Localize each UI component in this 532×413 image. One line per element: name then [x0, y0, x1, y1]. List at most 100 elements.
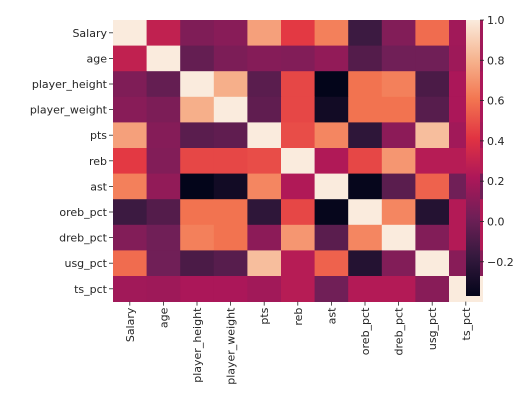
y-tick-label-ast: ast: [90, 180, 107, 193]
heatmap-cell-pts-ast: [314, 122, 349, 149]
heatmap-cell-usg_pct-player_height: [180, 250, 215, 277]
heatmap-cell-dreb_pct-oreb_pct: [348, 224, 383, 251]
heatmap-cell-player_height-reb: [281, 71, 315, 98]
colorbar: [466, 20, 480, 296]
colorbar-tick-label: −0.2: [487, 256, 514, 269]
y-tick-label-oreb_pct: oreb_pct: [59, 206, 107, 219]
heatmap-cell-reb-dreb_pct: [381, 148, 416, 174]
heatmap-cell-ts_pct-reb: [281, 276, 315, 302]
x-tick-labels: Salary age player_height player_weight pts re…: [124, 301, 473, 385]
heatmap-cell-reb-usg_pct: [415, 148, 450, 174]
heatmap-cell-player_height-player_height: [180, 71, 215, 98]
heatmap-cells: [113, 20, 483, 302]
colorbar-tick-label: 0.6: [487, 95, 505, 108]
heatmap-cell-Salary-pts: [247, 20, 282, 46]
heatmap-cell-dreb_pct-player_weight: [213, 224, 248, 251]
y-tick-label-player_height: player_height: [32, 78, 108, 91]
x-tick-label-reb: reb: [292, 308, 305, 326]
heatmap-cell-ast-pts: [247, 173, 282, 200]
heatmap-cell-player_weight-usg_pct: [415, 96, 450, 123]
heatmap-cell-oreb_pct-dreb_pct: [381, 199, 416, 226]
heatmap-cell-pts-dreb_pct: [381, 122, 416, 149]
heatmap-cell-usg_pct-reb: [281, 250, 315, 277]
y-tick-label-ts_pct: ts_pct: [74, 283, 108, 296]
heatmap-cell-age-reb: [281, 45, 315, 72]
heatmap-cell-pts-pts: [247, 122, 282, 149]
heatmap-cell-ast-usg_pct: [415, 173, 450, 200]
x-tick-label-pts: pts: [258, 307, 271, 324]
colorbar-tick-label: 0.8: [487, 54, 505, 67]
heatmap-cell-usg_pct-ast: [314, 250, 349, 277]
colorbar-ticks: −0.2 0.0 0.2 0.4 0.6 0.8 1.0: [480, 14, 514, 269]
heatmap-cell-ts_pct-ast: [314, 276, 349, 302]
heatmap-cell-dreb_pct-player_height: [180, 224, 215, 251]
heatmap-cell-pts-reb: [281, 122, 315, 149]
heatmap-cell-player_weight-player_height: [180, 96, 215, 123]
heatmap-cell-player_weight-pts: [247, 96, 282, 123]
heatmap-cell-oreb_pct-Salary: [113, 199, 147, 226]
heatmap-cell-ast-reb: [281, 173, 315, 200]
heatmap-cell-age-usg_pct: [415, 45, 450, 72]
heatmap-cell-player_height-usg_pct: [415, 71, 450, 98]
heatmap-cell-oreb_pct-age: [146, 199, 181, 226]
colorbar-tick-label: 0.4: [487, 135, 505, 148]
heatmap-cell-pts-player_weight: [213, 122, 248, 149]
y-tick-label-player_weight: player_weight: [30, 104, 108, 117]
colorbar-tick-label: 1.0: [487, 14, 505, 27]
heatmap-cell-Salary-ast: [314, 20, 349, 46]
heatmap-cell-dreb_pct-Salary: [113, 224, 147, 251]
heatmap-cell-oreb_pct-oreb_pct: [348, 199, 383, 226]
x-tick-label-ts_pct: ts_pct: [460, 307, 473, 341]
heatmap-cell-dreb_pct-age: [146, 224, 181, 251]
heatmap-cell-ts_pct-oreb_pct: [348, 276, 383, 302]
heatmap-cell-Salary-oreb_pct: [348, 20, 383, 46]
heatmap-cell-usg_pct-pts: [247, 250, 282, 277]
heatmap-cell-player_height-player_weight: [213, 71, 248, 98]
y-tick-label-dreb_pct: dreb_pct: [59, 232, 108, 245]
heatmap-cell-pts-player_height: [180, 122, 215, 149]
colorbar-tick-label: 0.2: [487, 175, 505, 188]
heatmap-cell-pts-Salary: [113, 122, 147, 149]
heatmap-cell-oreb_pct-usg_pct: [415, 199, 450, 226]
heatmap-cell-player_weight-Salary: [113, 96, 147, 123]
heatmap-cell-ast-oreb_pct: [348, 173, 383, 200]
heatmap-cell-oreb_pct-reb: [281, 199, 315, 226]
heatmap-cell-reb-oreb_pct: [348, 148, 383, 174]
heatmap-cell-usg_pct-age: [146, 250, 181, 277]
heatmap-cell-ast-age: [146, 173, 181, 200]
heatmap-cell-age-ast: [314, 45, 349, 72]
heatmap-cell-ts_pct-pts: [247, 276, 282, 302]
x-tick-label-age: age: [157, 307, 170, 328]
heatmap-cell-ts_pct-player_height: [180, 276, 215, 302]
heatmap-cell-age-oreb_pct: [348, 45, 383, 72]
heatmap-cell-ts_pct-dreb_pct: [381, 276, 416, 302]
heatmap-cell-player_weight-ast: [314, 96, 349, 123]
heatmap-cell-dreb_pct-ast: [314, 224, 349, 251]
heatmap-cell-ast-ast: [314, 173, 349, 200]
heatmap-cell-ast-player_height: [180, 173, 215, 200]
heatmap-cell-age-player_height: [180, 45, 215, 72]
x-tick-label-dreb_pct: dreb_pct: [393, 307, 406, 356]
heatmap-cell-reb-reb: [281, 148, 315, 174]
x-tick-label-ast: ast: [325, 307, 338, 324]
heatmap-cell-ts_pct-Salary: [113, 276, 147, 302]
y-tick-label-usg_pct: usg_pct: [64, 257, 107, 270]
heatmap-cell-Salary-Salary: [113, 20, 147, 46]
heatmap-cell-Salary-age: [146, 20, 181, 46]
heatmap-cell-ast-Salary: [113, 173, 147, 200]
y-tick-label-Salary: Salary: [72, 27, 107, 40]
x-tick-label-usg_pct: usg_pct: [426, 307, 439, 350]
heatmap-cell-reb-player_weight: [213, 148, 248, 174]
heatmap-cell-player_weight-oreb_pct: [348, 96, 383, 123]
x-tick-label-oreb_pct: oreb_pct: [359, 307, 372, 355]
heatmap-cell-ts_pct-player_weight: [213, 276, 248, 302]
heatmap-cell-age-player_weight: [213, 45, 248, 72]
heatmap-cell-player_weight-dreb_pct: [381, 96, 416, 123]
heatmap-cell-oreb_pct-player_height: [180, 199, 215, 226]
heatmap-cell-age-Salary: [113, 45, 147, 72]
heatmap-cell-age-dreb_pct: [381, 45, 416, 72]
heatmap-cell-pts-usg_pct: [415, 122, 450, 149]
heatmap-cell-ts_pct-age: [146, 276, 181, 302]
heatmap-cell-reb-pts: [247, 148, 282, 174]
